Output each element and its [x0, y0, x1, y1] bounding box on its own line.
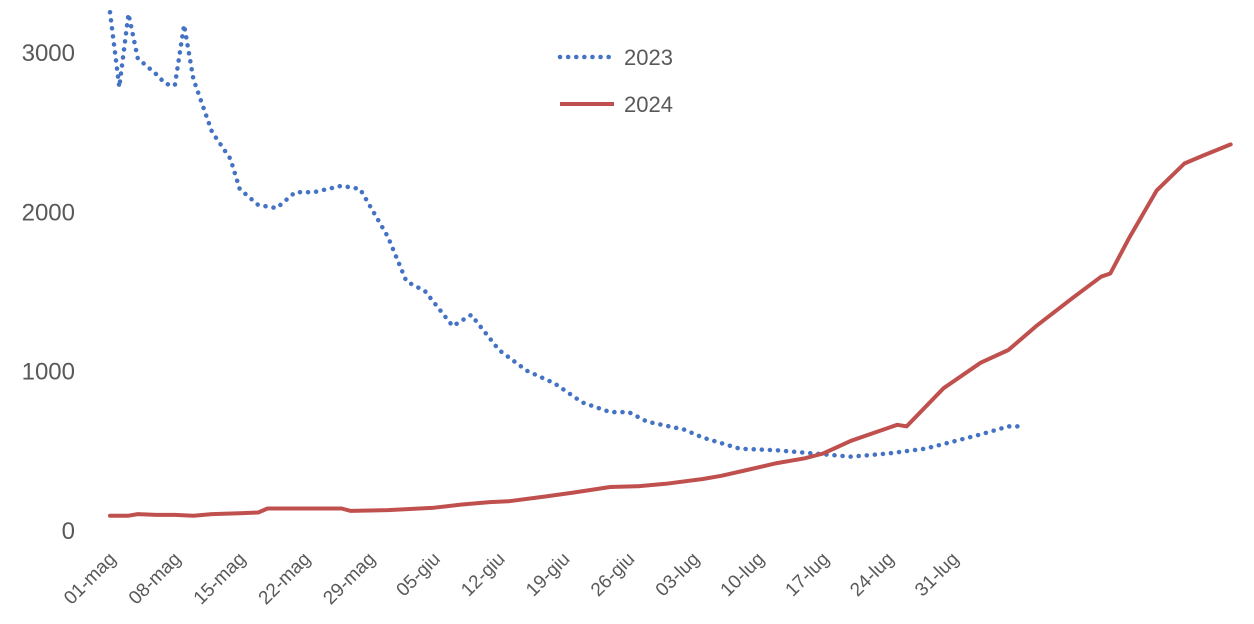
x-tick-label: 26-giu: [587, 549, 639, 601]
x-tick-label: 19-giu: [522, 549, 574, 601]
y-tick-label: 0: [62, 518, 75, 545]
x-tick-label: 03-lug: [652, 549, 704, 601]
plot-area: [107, 9, 1233, 518]
x-tick-label: 29-mag: [319, 549, 379, 609]
x-tick-label: 01-mag: [60, 549, 120, 609]
series-line-2023: [107, 9, 1020, 459]
x-tick-label: 22-mag: [255, 549, 315, 609]
legend-label-2024: 2024: [624, 92, 673, 117]
x-tick-label: 17-lug: [782, 549, 834, 601]
y-tick-label: 1000: [22, 359, 75, 386]
series-line-2024: [108, 142, 1233, 518]
x-tick-label: 10-lug: [717, 549, 769, 601]
x-tick-label: 12-giu: [457, 549, 509, 601]
y-tick-label: 3000: [22, 40, 75, 67]
legend-label-2023: 2023: [624, 45, 673, 70]
legend: 2023 2024: [557, 45, 673, 117]
x-axis: 01-mag 08-mag 15-mag 22-mag 29-mag 05-giu 12-g…: [60, 549, 963, 609]
x-tick-label: 08-mag: [125, 549, 185, 609]
y-axis: 0 1000 2000 3000: [22, 40, 75, 545]
x-tick-label: 15-mag: [190, 549, 250, 609]
x-tick-label: 05-giu: [393, 549, 445, 601]
y-tick-label: 2000: [22, 199, 75, 226]
x-tick-label: 24-lug: [846, 549, 898, 601]
x-tick-label: 31-lug: [911, 549, 963, 601]
